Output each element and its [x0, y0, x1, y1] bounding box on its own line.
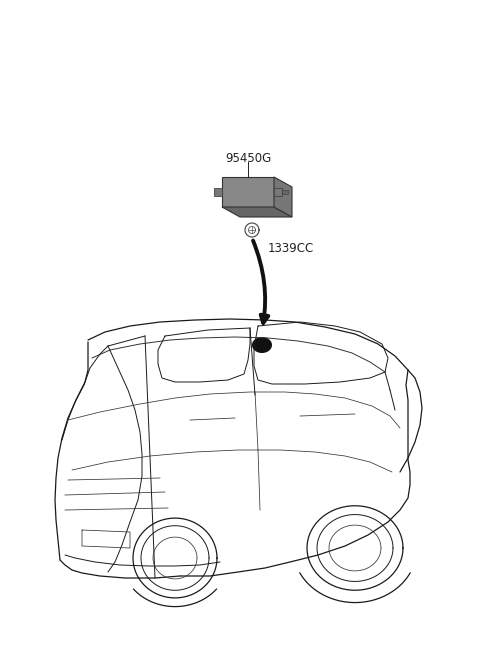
Text: 1339CC: 1339CC: [268, 242, 314, 254]
Polygon shape: [282, 190, 288, 194]
Polygon shape: [222, 207, 292, 217]
Polygon shape: [214, 188, 222, 196]
Polygon shape: [274, 188, 282, 196]
Text: 95450G: 95450G: [225, 152, 271, 164]
Polygon shape: [252, 337, 272, 353]
Polygon shape: [222, 177, 274, 207]
Polygon shape: [274, 177, 292, 217]
